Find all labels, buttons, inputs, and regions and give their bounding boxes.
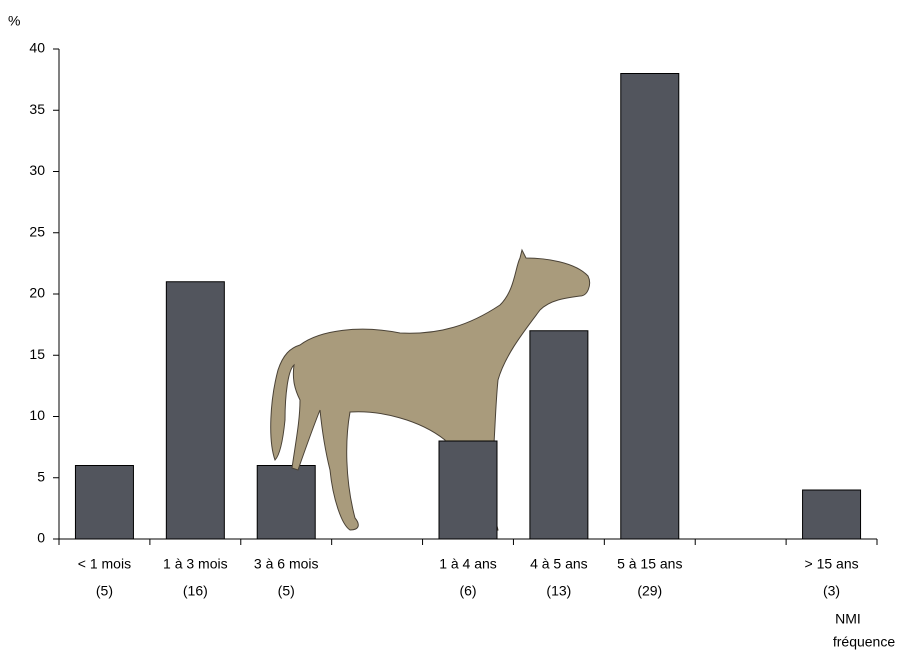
count-label: (16) — [183, 583, 208, 599]
y-axis-label: % — [8, 13, 20, 29]
note: fréquence — [833, 634, 895, 650]
count-label: (5) — [278, 583, 295, 599]
x-tick-label: 1 à 3 mois — [163, 556, 228, 572]
bar — [74, 465, 134, 540]
y-tick-label: 10 — [29, 407, 45, 423]
x-tick-label: < 1 mois — [78, 556, 131, 572]
bar — [438, 440, 498, 540]
x-tick-label: 3 à 6 mois — [254, 556, 319, 572]
y-tick-label: 5 — [37, 468, 45, 484]
count-label: (13) — [546, 583, 571, 599]
x-tick-label: > 15 ans — [805, 556, 859, 572]
count-label: (29) — [637, 583, 662, 599]
y-tick-label: 40 — [29, 40, 45, 56]
y-tick-label: 30 — [29, 162, 45, 178]
bar — [802, 489, 862, 540]
count-label: (3) — [823, 583, 840, 599]
x-tick-label: 5 à 15 ans — [617, 556, 682, 572]
y-tick-label: 35 — [29, 101, 45, 117]
y-tick-label: 15 — [29, 346, 45, 362]
bar — [165, 281, 225, 540]
y-tick-label: 25 — [29, 223, 45, 239]
count-label: (5) — [96, 583, 113, 599]
count-label: (6) — [459, 583, 476, 599]
y-tick-label: 0 — [37, 530, 45, 546]
note: NMI — [835, 611, 861, 627]
bar — [620, 73, 680, 540]
x-tick-label: 1 à 4 ans — [439, 556, 497, 572]
bar — [529, 330, 589, 540]
bar — [256, 465, 316, 540]
y-tick-label: 20 — [29, 285, 45, 301]
x-tick-label: 4 à 5 ans — [530, 556, 588, 572]
